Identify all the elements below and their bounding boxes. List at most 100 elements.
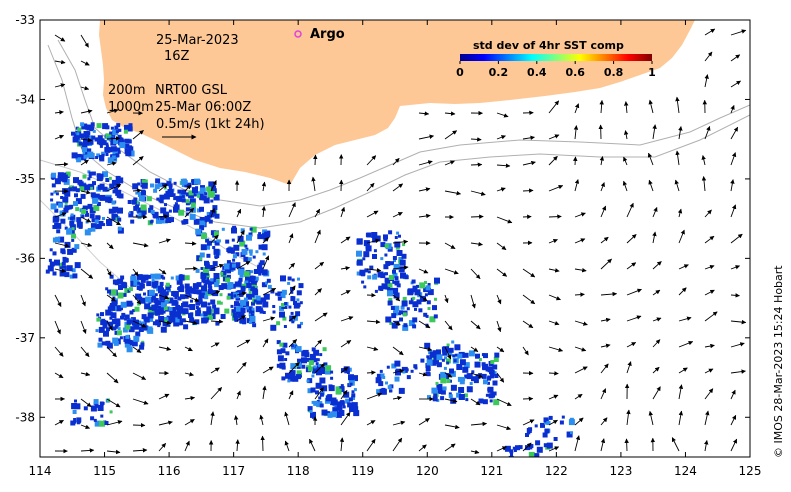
- current-arrow: [158, 183, 168, 192]
- colorbar-tick-label: 0.8: [604, 66, 624, 79]
- current-arrow: [444, 320, 453, 331]
- sst-cell: [213, 194, 220, 201]
- sst-cell: [402, 243, 406, 247]
- current-arrow: [184, 372, 194, 377]
- sst-cell: [92, 181, 96, 186]
- sst-cell: [157, 300, 163, 306]
- sst-cell: [57, 175, 64, 182]
- current-arrow: [548, 419, 558, 426]
- sst-cell: [353, 410, 360, 417]
- sst-cell: [112, 337, 119, 344]
- sst-cell: [158, 217, 165, 224]
- current-arrow: [522, 188, 534, 193]
- sst-cell: [311, 347, 316, 352]
- sst-cell: [83, 139, 89, 146]
- sst-cell: [205, 244, 210, 250]
- sst-cell: [543, 443, 548, 448]
- sst-cell: [219, 301, 223, 305]
- sst-cell: [125, 324, 131, 330]
- sst-cell: [284, 302, 288, 305]
- sst-cell: [100, 320, 106, 326]
- current-arrow: [522, 294, 536, 305]
- surface-current-arrows: [54, 28, 747, 455]
- current-arrow: [704, 368, 714, 374]
- sst-cell: [414, 289, 421, 296]
- sst-cell: [394, 241, 401, 248]
- sst-cell: [208, 286, 213, 290]
- sst-cell: [315, 382, 322, 389]
- sst-cell: [64, 272, 70, 278]
- current-arrow: [366, 182, 375, 192]
- sst-cell: [146, 281, 152, 287]
- sst-cell: [126, 346, 133, 353]
- sst-cell: [448, 347, 454, 353]
- sst-cell: [159, 305, 164, 311]
- sst-cell: [393, 310, 398, 316]
- current-arrow: [106, 242, 114, 250]
- sst-cell: [287, 281, 291, 285]
- current-arrow: [54, 212, 67, 218]
- sst-cell: [68, 187, 73, 192]
- sst-cell: [81, 214, 85, 218]
- sst-cell: [186, 286, 193, 293]
- current-arrow: [366, 267, 382, 273]
- current-arrow: [284, 411, 290, 426]
- sst-cell: [383, 272, 387, 276]
- sst-cell: [384, 244, 389, 248]
- current-arrow: [158, 420, 173, 426]
- current-arrow: [418, 444, 427, 452]
- colorbar-tick-label: 0.6: [565, 66, 585, 79]
- sst-cell: [90, 405, 97, 412]
- sst-cell: [411, 279, 416, 284]
- sst-cell: [540, 422, 545, 428]
- sst-cell: [240, 308, 246, 314]
- sst-cell: [143, 292, 146, 296]
- current-arrow: [470, 137, 482, 142]
- colorbar: [460, 54, 652, 61]
- current-arrow: [313, 154, 318, 166]
- sst-cell: [429, 351, 435, 357]
- current-arrow: [470, 241, 483, 247]
- sst-cell: [200, 313, 204, 317]
- sst-cell: [402, 370, 406, 374]
- sst-cell: [93, 205, 100, 211]
- sst-cell: [257, 234, 263, 240]
- current-arrow: [444, 111, 456, 116]
- sst-cell: [335, 411, 342, 418]
- sst-cell: [83, 154, 88, 159]
- sst-cell: [106, 327, 110, 332]
- sst-cell: [124, 337, 131, 344]
- sst-cell: [307, 366, 313, 372]
- sst-stddev-patches: [45, 122, 575, 457]
- current-arrow: [80, 109, 93, 114]
- sst-cell: [295, 346, 302, 353]
- sst-cell: [164, 203, 167, 207]
- current-arrow: [704, 125, 711, 140]
- sst-cell: [76, 132, 80, 136]
- sst-cell: [131, 199, 137, 205]
- sst-cell: [446, 361, 450, 365]
- current-arrow: [522, 268, 536, 278]
- colorbar-tick-label: 1: [648, 66, 656, 79]
- sst-cell: [542, 432, 548, 438]
- sst-cell: [449, 368, 454, 374]
- sst-cell: [213, 231, 219, 237]
- sst-cell: [162, 320, 169, 327]
- current-arrow: [626, 315, 642, 322]
- sst-cell: [77, 127, 82, 132]
- sst-cell: [297, 358, 302, 364]
- sst-cell: [353, 388, 357, 392]
- sst-cell: [319, 403, 324, 408]
- sst-cell: [277, 355, 284, 362]
- sst-cell: [254, 284, 257, 288]
- sst-cell: [49, 261, 55, 267]
- current-arrow: [106, 346, 117, 358]
- sst-cell: [204, 215, 211, 222]
- sst-cell: [84, 134, 89, 139]
- sst-cell: [96, 202, 101, 206]
- sst-cell: [281, 365, 286, 370]
- sst-cell: [443, 366, 447, 370]
- sst-cell: [392, 269, 396, 274]
- sst-cell: [152, 321, 157, 326]
- sst-cell: [367, 270, 371, 274]
